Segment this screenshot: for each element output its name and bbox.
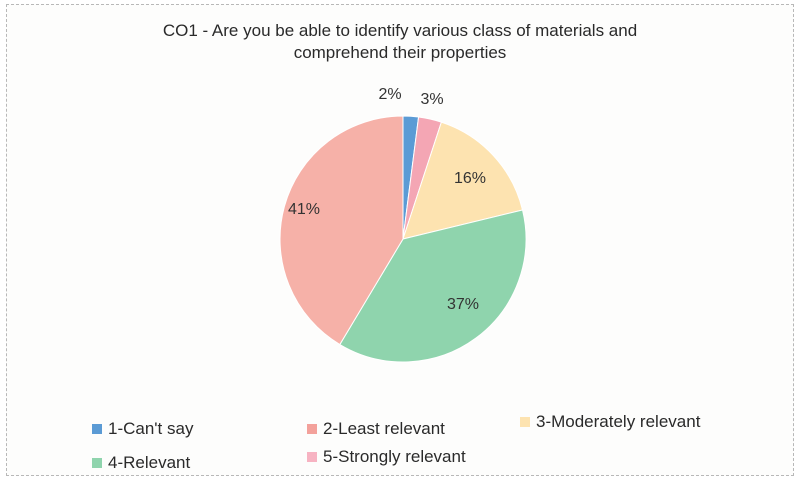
legend-swatch xyxy=(92,458,102,468)
chart-title-line-2: comprehend their properties xyxy=(293,43,507,62)
pie-data-label-2: 3% xyxy=(420,91,443,108)
legend-swatch xyxy=(307,452,317,462)
pie-labels: 2% 3% 16% 37% 41% xyxy=(288,86,486,313)
chart-title: CO1 - Are you be able to identify variou… xyxy=(0,20,800,64)
legend-swatch xyxy=(307,424,317,434)
pie-data-label-5: 41% xyxy=(288,201,320,218)
legend-label: 4-Relevant xyxy=(108,453,191,472)
legend-swatch xyxy=(520,417,530,427)
legend-item-4: 4-Relevant xyxy=(92,453,190,473)
pie-slice-3 xyxy=(402,121,524,240)
legend-item-3: 3-Moderately relevant xyxy=(520,412,700,432)
pie-data-label-1: 2% xyxy=(378,86,401,103)
pie-slice-4 xyxy=(339,209,527,363)
pie-data-label-4: 37% xyxy=(447,296,479,313)
legend-label: 1-Can't say xyxy=(108,419,194,438)
pie-data-label-3: 16% xyxy=(454,170,486,187)
legend-swatch xyxy=(92,424,102,434)
chart-title-line-1: CO1 - Are you be able to identify variou… xyxy=(162,21,638,40)
pie-slices xyxy=(279,115,527,363)
legend-item-1: 1-Can't say xyxy=(92,419,193,439)
legend-label: 5-Strongly relevant xyxy=(323,447,466,466)
legend-item-2: 2-Least relevant xyxy=(307,419,445,439)
pie-slice-5 xyxy=(279,115,404,346)
legend-label: 3-Moderately relevant xyxy=(536,412,701,431)
legend-item-5: 5-Strongly relevant xyxy=(307,447,466,467)
legend-label: 2-Least relevant xyxy=(323,419,445,438)
